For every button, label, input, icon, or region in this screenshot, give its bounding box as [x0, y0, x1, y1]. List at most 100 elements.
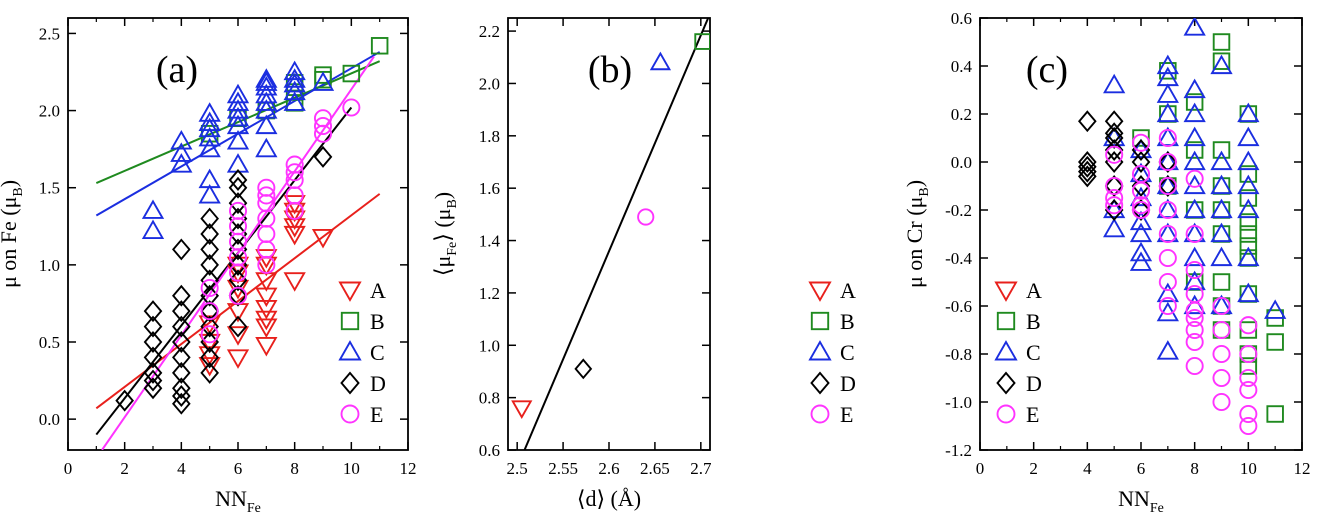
legend-label-C: C — [370, 340, 385, 365]
y-tick-label: -0.6 — [945, 297, 972, 316]
x-tick-label: 4 — [1083, 459, 1092, 478]
data-point-D — [200, 300, 219, 323]
data-point-C — [1129, 210, 1153, 231]
data-point-B — [342, 64, 361, 83]
data-point-D — [1078, 160, 1097, 183]
legend-marker-A — [808, 281, 832, 302]
legend-label-E: E — [1026, 402, 1039, 427]
data-point-D — [143, 361, 163, 384]
x-tick-label: 10 — [343, 459, 360, 478]
legend-marker-A — [994, 281, 1018, 302]
legend-marker-B — [810, 311, 830, 331]
data-point-D — [228, 169, 248, 191]
data-point-D — [172, 361, 191, 384]
data-point-B — [1212, 33, 1231, 51]
data-point-D — [228, 223, 248, 245]
data-point-D — [172, 377, 191, 400]
data-point-C — [311, 71, 335, 91]
data-point-C — [1156, 340, 1179, 360]
data-point-D — [1131, 175, 1151, 197]
x-axis-label: NNFe — [215, 486, 261, 516]
data-point-C — [283, 91, 306, 111]
y-tick-label: 2.2 — [479, 22, 500, 41]
data-point-D — [228, 315, 248, 338]
y-tick-label: 1.8 — [479, 127, 500, 146]
data-point-E — [1185, 332, 1204, 352]
legend-marker-C — [994, 340, 1018, 361]
data-point-B — [1266, 333, 1284, 351]
y-tick-label: 1.2 — [479, 284, 500, 303]
data-point-B — [1212, 141, 1231, 159]
data-point-D — [200, 269, 219, 292]
data-point-D — [200, 361, 219, 384]
y-tick-label: -0.8 — [945, 345, 972, 364]
y-tick-label: 0.0 — [39, 410, 60, 429]
data-point-E — [1158, 128, 1177, 148]
data-point-D — [1158, 151, 1178, 173]
plot-area — [1078, 18, 1287, 436]
data-point-E — [1158, 248, 1177, 268]
data-point-E — [1212, 392, 1231, 412]
data-point-B — [1132, 129, 1150, 147]
data-point-C — [1183, 198, 1206, 219]
panel-a: 0 2 4 6 8 10 12 0.0 0.5 1.0 1.5 2.0 2.5 NNFe μ on Fe (… — [0, 17, 417, 516]
data-point-A — [311, 229, 335, 249]
fit-line-D — [95, 106, 353, 436]
data-point-D — [1104, 110, 1124, 133]
data-point-D — [1131, 151, 1151, 173]
data-point-E — [228, 201, 248, 220]
x-tick-label: 12 — [1294, 459, 1311, 478]
x-tick-label: 2.6 — [598, 459, 619, 478]
data-point-E — [1158, 152, 1177, 172]
data-point-D — [143, 315, 163, 338]
series-D — [1078, 110, 1178, 221]
legend-marker-D — [340, 371, 360, 395]
fit-line-A — [95, 193, 381, 410]
data-point-E — [1158, 176, 1177, 196]
data-point-B — [1239, 237, 1258, 255]
data-point-B — [1239, 165, 1258, 183]
fit-line — [523, 18, 710, 450]
data-point-C — [1210, 54, 1233, 75]
data-point-E — [228, 217, 248, 236]
data-point-D — [1104, 151, 1124, 173]
data-point-C — [1183, 150, 1206, 171]
data-point-C — [1103, 73, 1126, 94]
data-point-D — [172, 300, 191, 323]
data-point-C — [1210, 222, 1233, 243]
legend-label-C: C — [840, 340, 855, 365]
data-point-C — [255, 71, 278, 91]
data-point-D — [172, 238, 191, 261]
x-tick-label: 2 — [1029, 459, 1038, 478]
data-point-D — [228, 284, 248, 307]
data-point-C — [1183, 270, 1206, 291]
legend-label-B: B — [370, 309, 385, 334]
data-point-E — [1212, 368, 1231, 388]
data-point-D — [228, 238, 248, 261]
data-point-C — [1183, 78, 1206, 99]
data-point-E — [257, 224, 276, 244]
data-point-D — [200, 223, 219, 245]
data-point-A — [283, 272, 306, 292]
data-point-E — [257, 178, 276, 197]
y-tick-label: -0.4 — [945, 249, 972, 268]
data-point-C — [1183, 126, 1206, 147]
data-point-D — [228, 192, 248, 215]
data-point-A — [255, 299, 278, 320]
data-point-D — [1078, 110, 1097, 133]
y-tick-label: 1.4 — [479, 232, 501, 251]
panel-c: 0 2 4 6 8 10 12 -1.2 -1.0 -0.8 -0.6 -0.4 -0.2 0.0 0.2 0… — [902, 9, 1311, 516]
data-point-C — [1129, 251, 1153, 271]
data-point-C — [1237, 198, 1260, 219]
data-point-D — [115, 389, 134, 412]
data-point-C — [198, 102, 221, 122]
series-A — [511, 400, 533, 420]
y-tick-label: 0.4 — [951, 57, 973, 76]
data-point-C — [1156, 66, 1179, 87]
data-point-A — [511, 400, 533, 420]
data-point-D — [172, 284, 191, 307]
data-point-A — [226, 349, 250, 369]
data-point-E — [257, 186, 276, 205]
